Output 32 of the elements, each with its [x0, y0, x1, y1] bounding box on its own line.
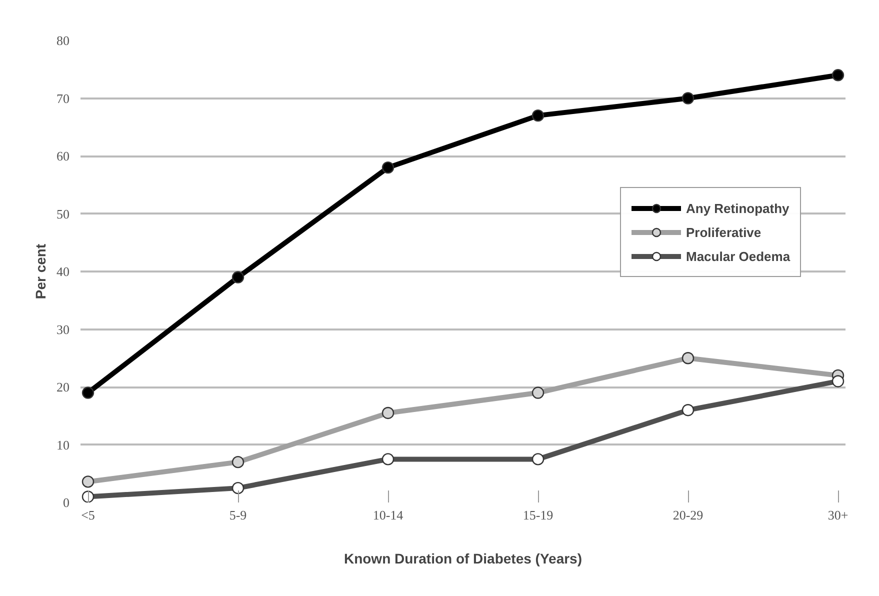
y-tick-label: 50: [56, 206, 70, 222]
point: [82, 386, 94, 399]
point: [82, 490, 94, 502]
y-axis-title: Per cent: [32, 244, 48, 300]
y-tick-label: 20: [56, 380, 70, 394]
point: [232, 482, 244, 494]
y-tick-label: 60: [56, 148, 70, 164]
y-tick-label: 10: [56, 437, 70, 452]
x-axis-title: Known Duration of Diabetes (Years): [344, 550, 582, 566]
point: [382, 453, 394, 466]
point: [832, 375, 844, 388]
legend-label: Proliferative: [686, 224, 762, 240]
point: [832, 69, 844, 82]
point: [682, 92, 694, 104]
y-tick-label: 0: [63, 495, 70, 510]
y-tick-label: 80: [56, 33, 70, 48]
x-tick-label: <5: [81, 508, 95, 522]
legend-label: Macular Oedema: [686, 248, 790, 264]
legend-label: Any Retinopathy: [686, 200, 790, 216]
point: [232, 271, 244, 284]
point: [532, 453, 544, 466]
x-tick-label: 30+: [828, 508, 848, 522]
y-tick-label: 30: [56, 322, 70, 337]
y-tick-label: 40: [56, 264, 70, 279]
x-tick-label: 20-29: [672, 508, 704, 522]
y-tick-label: 70: [56, 90, 70, 106]
point: [382, 161, 394, 174]
x-tick-label: 15-19: [522, 508, 554, 522]
x-tick-label: 10-14: [372, 508, 404, 522]
x-tick-label: 5-9: [229, 508, 247, 522]
point: [682, 404, 694, 416]
point: [532, 109, 544, 122]
